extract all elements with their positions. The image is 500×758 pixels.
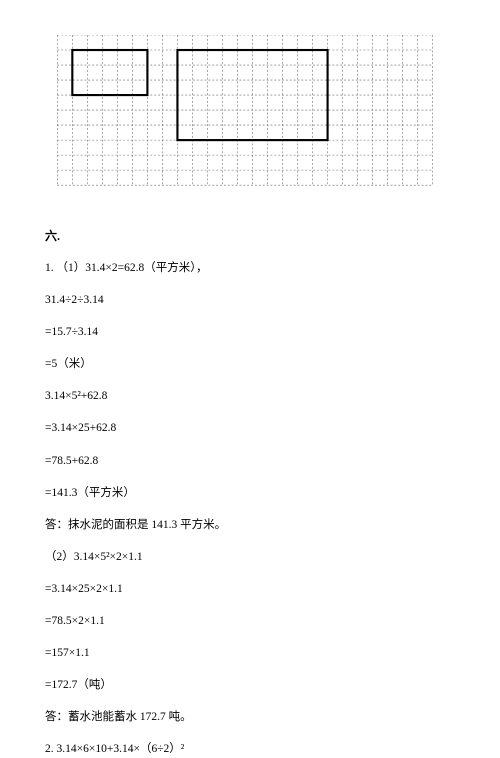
- grid-svg: [45, 35, 445, 190]
- solution-line: =3.14×25+62.8: [45, 420, 455, 436]
- solution-line: =157×1.1: [45, 645, 455, 661]
- grid-diagram: [45, 35, 445, 190]
- solution-line: 31.4÷2÷3.14: [45, 292, 455, 308]
- solution-line: 1. （1）31.4×2=62.8（平方米），: [45, 260, 455, 276]
- section-title: 六.: [45, 227, 455, 244]
- solution-line: （2）3.14×5²×2×1.1: [45, 549, 455, 565]
- solution-line: =5（米）: [45, 356, 455, 372]
- solution-line: =141.3（平方米）: [45, 485, 455, 501]
- solution-line: =78.5+62.8: [45, 453, 455, 469]
- solution-line: 2. 3.14×6×10+3.14×（6÷2）²: [45, 741, 455, 757]
- solution-line: 答：抹水泥的面积是 141.3 平方米。: [45, 517, 455, 533]
- solution-line: =172.7（吨）: [45, 677, 455, 693]
- solution-line: 3.14×5²+62.8: [45, 388, 455, 404]
- solution-lines: 1. （1）31.4×2=62.8（平方米）， 31.4÷2÷3.14 =15.7÷…: [45, 260, 455, 758]
- solution-line: =78.5×2×1.1: [45, 613, 455, 629]
- solution-line: =15.7÷3.14: [45, 324, 455, 340]
- solution-line: =3.14×25×2×1.1: [45, 581, 455, 597]
- solution-line: 答：蓄水池能蓄水 172.7 吨。: [45, 709, 455, 725]
